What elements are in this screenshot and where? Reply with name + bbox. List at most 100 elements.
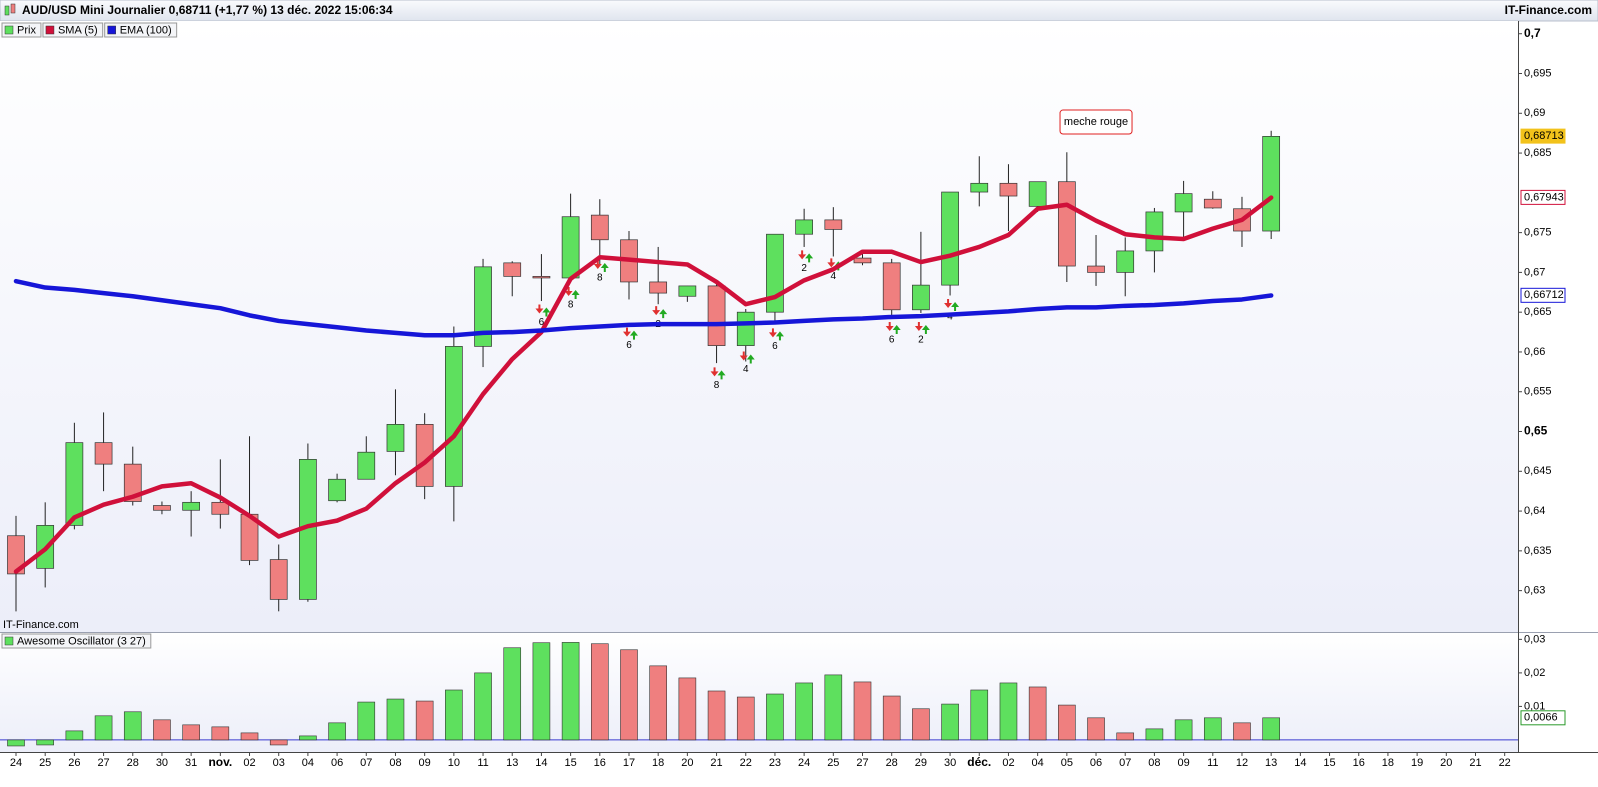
x-tick-label: 13 — [1265, 757, 1277, 769]
x-tick-label: 23 — [769, 757, 781, 769]
oscillator-bar — [1028, 686, 1047, 741]
x-tick-label: 24 — [798, 757, 810, 769]
x-tick-label: 30 — [156, 757, 168, 769]
oscillator-bar — [153, 719, 171, 741]
candle-body — [1174, 193, 1193, 213]
last-value-tag: 0,67943 — [1520, 189, 1566, 205]
oscillator-bar — [1145, 728, 1164, 741]
x-tick-label: 02 — [1002, 757, 1014, 769]
signal-arrow-up — [775, 331, 784, 341]
candle-body — [1262, 136, 1281, 232]
candle-body — [357, 451, 376, 480]
oscillator-bar — [65, 730, 84, 741]
x-tick-label: 20 — [1440, 757, 1452, 769]
signal-arrow-up — [717, 370, 726, 380]
candle-body — [853, 257, 872, 264]
last-value-tag: 0,66712 — [1520, 287, 1566, 303]
oscillator-bar — [1203, 717, 1222, 741]
signal-arrow-down — [944, 298, 953, 308]
candle-body — [1116, 250, 1135, 273]
x-tick-label: 14 — [1294, 757, 1306, 769]
x-tick-label: 11 — [477, 757, 488, 769]
signal-arrow-down — [885, 322, 894, 332]
candle-body — [94, 442, 113, 465]
signal-arrow-down — [739, 351, 748, 361]
legend-swatch — [4, 25, 14, 35]
x-tick-label: 06 — [331, 757, 343, 769]
oscillator-bar — [7, 739, 25, 747]
candle-body — [7, 535, 25, 575]
x-tick-label: 11 — [1207, 757, 1218, 769]
legend-box — [104, 22, 178, 38]
annotation-box — [1059, 109, 1133, 135]
signal-label: 4 — [743, 364, 749, 375]
candle-body — [912, 284, 930, 311]
last-value-label: 0,68713 — [1524, 130, 1564, 142]
x-tick-label: 22 — [740, 757, 752, 769]
header-icon — [4, 5, 10, 16]
candle-body — [1203, 198, 1222, 209]
x-tick-label: 06 — [1090, 757, 1102, 769]
signal-arrow-up — [542, 307, 551, 317]
x-tick-label: 15 — [1323, 757, 1335, 769]
x-tick-label: 21 — [710, 757, 722, 769]
oscillator-bar — [853, 681, 872, 741]
x-tick-label: 22 — [1499, 757, 1511, 769]
legend-item: SMA (5) — [42, 22, 104, 38]
x-tick-label: 29 — [915, 757, 927, 769]
oscillator-bar — [882, 695, 901, 741]
oscillator-bar — [94, 715, 113, 741]
candle-body — [123, 463, 142, 502]
signal-label: 4 — [831, 271, 837, 282]
x-tick-label: 18 — [1382, 757, 1394, 769]
candle-body — [386, 424, 405, 452]
candle-body — [328, 478, 346, 502]
candle-body — [474, 266, 492, 347]
y-tick-label: 0,03 — [1524, 633, 1545, 645]
candle-body — [707, 285, 726, 346]
last-value-label: 0,66712 — [1524, 289, 1564, 301]
candle-body — [1145, 211, 1164, 252]
signal-arrow-up — [629, 330, 638, 340]
signal-arrow-down — [652, 306, 661, 316]
candle-body — [649, 281, 668, 294]
last-value-tag: 0,68713 — [1520, 128, 1566, 144]
oscillator-bar — [736, 696, 755, 741]
x-tick-label: 24 — [10, 757, 22, 769]
oscillator-bar — [1058, 704, 1076, 741]
x-tick-label: 18 — [652, 757, 664, 769]
candle-body — [941, 191, 959, 286]
x-tick-label: 25 — [39, 757, 51, 769]
y-tick-label: 0,64 — [1524, 505, 1545, 517]
y-tick-label: 0,69 — [1524, 107, 1545, 119]
x-tick-label: 04 — [302, 757, 314, 769]
candle-body — [736, 311, 755, 346]
signal-arrow-down — [768, 328, 777, 338]
oscillator-bar — [824, 674, 843, 741]
oscillator-bar — [941, 703, 959, 741]
header-icon — [10, 3, 16, 14]
x-tick-label: déc. — [967, 755, 991, 769]
panel-title-swatch — [4, 636, 14, 646]
candle-body — [503, 262, 522, 277]
y-tick-label: 0,655 — [1524, 386, 1552, 398]
signal-arrow-down — [827, 258, 836, 268]
candle-body — [182, 501, 200, 511]
x-tick-label: 26 — [68, 757, 80, 769]
oscillator-bar — [182, 724, 200, 741]
candle-body — [795, 219, 813, 235]
candle-body — [970, 182, 989, 193]
x-tick-label: 08 — [389, 757, 401, 769]
oscillator-bar — [269, 739, 288, 746]
last-value-box — [1520, 189, 1566, 205]
last-value-label: 0,67943 — [1524, 191, 1564, 203]
candle-body — [1028, 181, 1047, 207]
oscillator-bar — [1262, 717, 1280, 741]
candle-body — [561, 216, 580, 279]
x-tick-label: 28 — [127, 757, 139, 769]
candle-body — [678, 285, 697, 297]
legend-item: Prix — [1, 22, 42, 38]
candle-body — [269, 559, 288, 600]
last-value-label: 0,0066 — [1524, 712, 1558, 724]
